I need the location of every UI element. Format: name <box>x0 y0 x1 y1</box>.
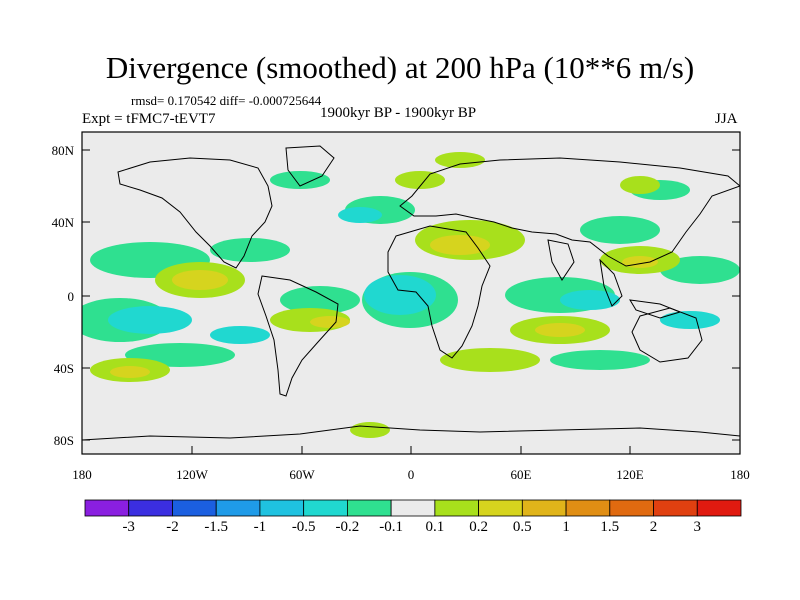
lat-label: 0 <box>67 289 75 304</box>
colorbar-label: -0.5 <box>291 519 316 535</box>
coastlines <box>82 145 740 441</box>
lon-label: 120W <box>176 467 208 482</box>
lat-label: 40S <box>53 361 74 376</box>
colorbar-swatch <box>215 499 261 517</box>
lon-label: 0 <box>407 467 415 482</box>
colorbar-label: 0.1 <box>425 519 445 535</box>
colorbar-label: 3 <box>693 519 702 535</box>
colorbar-label: 2 <box>649 519 658 535</box>
experiment-label: Expt = tFMC7-tEVT7 <box>82 111 216 127</box>
colorbar-label: -3 <box>122 519 135 535</box>
colorbar-label: 1 <box>562 519 570 535</box>
colorbar-swatch <box>84 499 130 517</box>
colorbar-swatch <box>128 499 173 517</box>
colorbar-label: 0.5 <box>512 519 532 535</box>
colorbar-label: -0.2 <box>335 519 360 535</box>
colorbar-swatch <box>172 499 217 517</box>
colorbar-swatch <box>521 499 567 517</box>
colorbar-swatch <box>609 499 654 517</box>
colorbar <box>84 499 742 517</box>
colorbar-swatch <box>390 499 436 517</box>
colorbar-label: 1.5 <box>600 519 620 535</box>
lon-label: 120E <box>616 467 644 482</box>
colorbar-label: 0.2 <box>469 519 488 535</box>
colorbar-label: -1.5 <box>204 519 229 535</box>
colorbar-swatch <box>303 499 348 517</box>
colorbar-label: -1 <box>253 519 267 535</box>
colorbar-swatch <box>259 499 305 517</box>
lon-label: 180 <box>72 467 92 482</box>
lon-label: 180 <box>730 467 750 482</box>
colorbar-swatch <box>653 499 698 517</box>
colorbar-label: -0.1 <box>379 519 403 535</box>
axis-ticks <box>82 149 740 454</box>
divergence-field <box>82 152 740 438</box>
colorbar-swatch <box>565 499 611 517</box>
plot-title: Divergence (smoothed) at 200 hPa (10**6 … <box>105 50 695 85</box>
season-label: JJA <box>715 111 738 127</box>
lat-label: 80S <box>53 433 74 448</box>
colorbar-swatch <box>346 499 392 517</box>
period-label: 1900kyr BP - 1900kyr BP <box>320 105 477 121</box>
lat-label: 40N <box>51 215 74 230</box>
lon-label: 60E <box>510 467 532 482</box>
colorbar-swatch <box>696 499 742 517</box>
lon-label: 60W <box>289 467 315 482</box>
colorbar-swatch <box>434 499 479 517</box>
colorbar-label: -2 <box>166 519 179 535</box>
colorbar-swatch <box>478 499 523 517</box>
stats-line: rmsd= 0.170542 diff= -0.000725644 <box>131 93 322 108</box>
lat-label: 80N <box>51 143 74 158</box>
